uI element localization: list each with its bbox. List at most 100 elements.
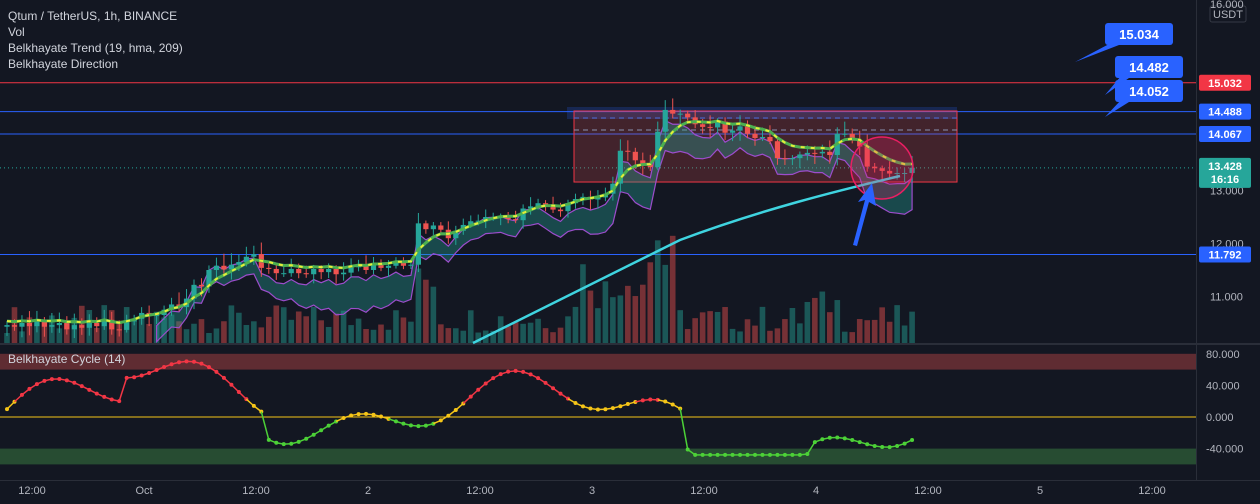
candle-body	[116, 329, 122, 331]
volume-bar	[348, 325, 354, 343]
candle-body	[535, 203, 541, 207]
candle-body	[378, 264, 384, 268]
volume-bar	[340, 310, 347, 343]
candle-body	[715, 121, 721, 128]
volume-bar	[505, 326, 511, 343]
volume-bar	[625, 285, 631, 343]
candle-body	[355, 266, 362, 268]
volume-bar	[841, 331, 848, 343]
candle-body	[34, 321, 40, 327]
candle	[857, 130, 863, 155]
price-badge: 11.792	[1199, 246, 1251, 263]
candle-body	[849, 133, 855, 141]
candle	[879, 165, 885, 181]
price-badge: 15.032	[1199, 74, 1251, 91]
cycle-legend[interactable]: Belkhayate Cycle (14)	[8, 351, 125, 367]
candle-body	[812, 152, 818, 154]
arrow-icon	[853, 183, 876, 246]
candle-body	[415, 223, 421, 265]
candle	[273, 264, 279, 280]
candle-body	[617, 150, 623, 184]
candle-body	[857, 140, 863, 147]
callout-pointer	[1105, 100, 1129, 117]
current-price-label: 13.428	[1208, 161, 1242, 173]
volume-bar	[684, 329, 691, 343]
candle	[213, 257, 220, 279]
candle-body	[842, 133, 848, 135]
candle	[595, 190, 601, 209]
candle	[849, 128, 855, 144]
volume-bar	[333, 313, 339, 343]
callout-box	[1105, 23, 1173, 45]
candle-body	[101, 319, 107, 327]
candle-body	[759, 136, 766, 139]
candle-body	[251, 254, 257, 257]
volume-bar	[228, 305, 235, 343]
cycle-segment	[118, 377, 128, 402]
candle-body	[595, 197, 601, 200]
candle-body	[468, 221, 474, 225]
candle	[587, 190, 594, 210]
symbol-title[interactable]: Qtum / TetherUS, 1h, BINANCE	[8, 9, 178, 23]
candle	[872, 162, 878, 173]
price-badge-bg	[1199, 125, 1251, 142]
candle-body	[685, 113, 691, 118]
vol-indicator-label[interactable]: Vol	[8, 25, 25, 39]
price-badge-label: 11.792	[1208, 250, 1241, 262]
volume-bar	[4, 333, 10, 343]
direction-indicator-label[interactable]: Belkhayate Direction	[8, 57, 119, 71]
candle-body	[311, 268, 317, 275]
volume-bar	[295, 311, 302, 343]
volume-bar	[647, 262, 654, 343]
cycle-point	[910, 437, 915, 442]
time-axis: 12:00 Oct 12:00 2 12:00 3 12:00 4 12:00 5 12:00	[18, 485, 1166, 497]
candle-body	[333, 268, 339, 275]
candle	[109, 311, 115, 335]
candle-body	[894, 173, 900, 175]
volume-bar	[385, 329, 392, 343]
volume-bar	[909, 311, 915, 343]
volume-bar	[662, 264, 669, 343]
volume-bar	[370, 329, 377, 343]
candle-body	[19, 323, 25, 327]
candle-body	[71, 325, 77, 330]
candle-body	[191, 284, 197, 299]
price-callout: 14.052	[1105, 80, 1183, 117]
time-tick-label: 12:00	[466, 485, 494, 497]
candle-body	[752, 133, 758, 139]
volume-bar	[714, 311, 721, 343]
price-tick-label: 13.000	[1210, 186, 1244, 198]
candle-body	[902, 173, 908, 175]
candle-body	[243, 256, 249, 263]
cycle-segment	[679, 408, 689, 450]
volume-bar	[864, 320, 870, 343]
volume-bar	[303, 316, 309, 343]
candle-body	[700, 124, 706, 127]
candle	[19, 315, 25, 338]
candle	[430, 221, 436, 235]
price-badge-label: 14.067	[1208, 129, 1242, 141]
volume-bar	[206, 332, 212, 343]
volume-bar	[535, 318, 541, 343]
trend-indicator-label[interactable]: Belkhayate Trend (19, hma, 209)	[8, 41, 183, 55]
candle-body	[213, 265, 220, 270]
candle	[288, 258, 294, 277]
cycle-segment	[806, 441, 816, 455]
candle	[453, 225, 459, 245]
price-tick-label: 11.000	[1210, 292, 1243, 304]
candle	[251, 245, 257, 265]
candle-body	[64, 323, 70, 330]
candle-body	[632, 151, 638, 161]
time-tick-label: 12:00	[242, 485, 270, 497]
volume-bar	[191, 323, 197, 343]
candle-body	[662, 109, 668, 132]
volume-bar	[34, 322, 40, 343]
volume-bar	[707, 311, 713, 343]
volume-bar	[453, 328, 459, 343]
volume-bars	[4, 235, 915, 343]
candle	[221, 253, 227, 277]
candle	[26, 311, 33, 336]
candle-body	[124, 321, 130, 330]
candle-body	[41, 321, 47, 327]
